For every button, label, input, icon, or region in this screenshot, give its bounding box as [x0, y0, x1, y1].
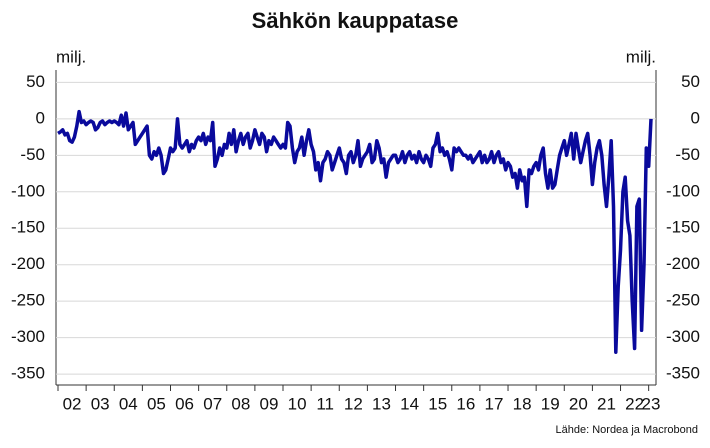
x-tick-label: 06	[175, 394, 194, 413]
x-tick-label: 13	[372, 394, 391, 413]
y-tick-label: -350	[11, 364, 45, 383]
y-tick-label: -100	[11, 181, 45, 200]
x-tick-label: 23	[642, 394, 661, 413]
x-tick-label: 09	[259, 394, 278, 413]
y2-tick-label: -300	[666, 327, 700, 346]
x-tick-label: 19	[541, 394, 560, 413]
x-tick-label: 04	[119, 394, 138, 413]
x-tick-label: 02	[63, 394, 82, 413]
y2-tick-label: 50	[681, 72, 700, 91]
y2-tick-label: -50	[675, 145, 700, 164]
x-tick-label: 14	[400, 394, 419, 413]
x-tick-label: 20	[569, 394, 588, 413]
y-tick-label: -50	[20, 145, 45, 164]
y-tick-label: -150	[11, 218, 45, 237]
x-tick-label: 22	[625, 394, 644, 413]
y2-tick-label: 0	[691, 108, 700, 127]
x-tick-label: 21	[597, 394, 616, 413]
x-tick-label: 03	[91, 394, 110, 413]
x-tick-label: 07	[203, 394, 222, 413]
y-tick-label: -300	[11, 327, 45, 346]
x-tick-label: 15	[428, 394, 447, 413]
y-tick-label: 0	[36, 108, 45, 127]
y2-tick-label: -350	[666, 364, 700, 383]
y-axis-label: milj.	[56, 47, 86, 66]
line	[57, 109, 653, 354]
y-tick-label: 50	[26, 72, 45, 91]
y2-axis-label: milj.	[626, 47, 656, 66]
x-tick-label: 12	[344, 394, 363, 413]
y2-tick-label: -250	[666, 291, 700, 310]
y2-tick-label: -200	[666, 254, 700, 273]
x-tick-label: 18	[513, 394, 532, 413]
chart-title: Sähkön kauppatase	[252, 8, 459, 33]
y-tick-label: -250	[11, 291, 45, 310]
x-tick-label: 11	[316, 394, 334, 413]
y2-tick-label: -150	[666, 218, 700, 237]
x-tick-label: 17	[484, 394, 503, 413]
y-tick-label: -200	[11, 254, 45, 273]
x-tick-label: 08	[231, 394, 250, 413]
x-tick-label: 05	[147, 394, 166, 413]
y2-tick-label: -100	[666, 181, 700, 200]
x-tick-label: 16	[456, 394, 475, 413]
source: Lähde: Nordea ja Macrobond	[556, 424, 698, 436]
x-tick-label: 10	[288, 394, 307, 413]
